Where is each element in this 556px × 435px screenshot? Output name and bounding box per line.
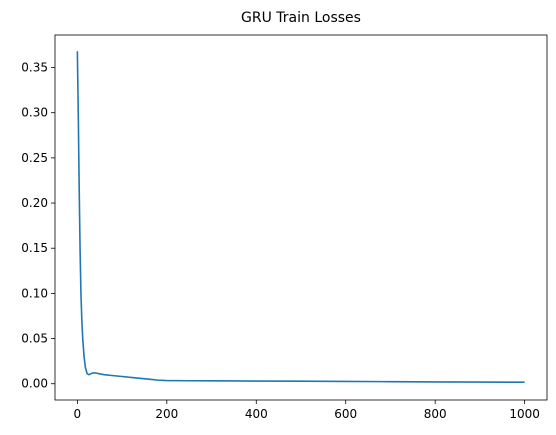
x-tick-label: 400: [245, 407, 268, 421]
x-tick-label: 600: [334, 407, 357, 421]
y-axis-ticks: 0.00 0.05 0.10 0.15 0.20 0.25 0.30 0.35: [21, 61, 55, 391]
x-tick-label: 1000: [509, 407, 540, 421]
y-tick-label: 0.15: [21, 241, 48, 255]
x-tick-label: 200: [155, 407, 178, 421]
y-tick-label: 0.20: [21, 196, 48, 210]
y-tick-label: 0.35: [21, 61, 48, 75]
y-tick-label: 0.25: [21, 151, 48, 165]
chart-title: GRU Train Losses: [241, 10, 361, 26]
x-tick-label: 800: [424, 407, 447, 421]
y-tick-label: 0.30: [21, 106, 48, 120]
x-tick-label: 0: [74, 407, 82, 421]
series-line-0: [76, 51, 525, 384]
x-axis-ticks: 0 200 400 600 800 1000: [74, 400, 540, 421]
plot-frame: [54, 34, 548, 401]
y-tick-label: 0.00: [21, 377, 48, 391]
y-tick-label: 0.10: [21, 286, 48, 300]
series-layer: [76, 51, 525, 384]
y-tick-label: 0.05: [21, 332, 48, 346]
